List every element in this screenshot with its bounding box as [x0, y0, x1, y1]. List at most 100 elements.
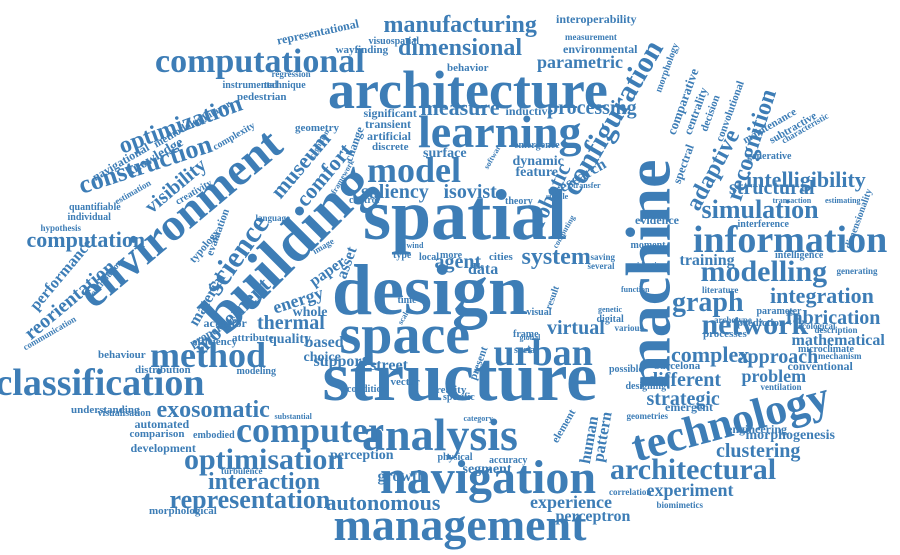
word-interaction: interaction: [208, 469, 320, 495]
word-language: language: [255, 212, 291, 223]
word-fabrication: fabrication: [786, 307, 881, 329]
word-condition: condition: [347, 384, 388, 395]
word-processes: processes: [703, 327, 747, 340]
word-visualisation: visualisation: [97, 408, 151, 419]
word-behaviour: behaviour: [98, 348, 146, 361]
word-modelling: modelling: [700, 255, 828, 288]
word-saliency: saliency: [361, 181, 429, 203]
word-geometries: geometries: [626, 410, 668, 421]
word-simple: simple: [546, 192, 569, 201]
word-microclimate: microclimate: [798, 344, 854, 355]
word-evidence: evidence: [635, 213, 679, 227]
word-computational: computational: [155, 43, 365, 80]
word-actuator: actuator: [203, 316, 247, 330]
word-approach: approach: [737, 346, 819, 368]
word-whole: whole: [292, 305, 328, 320]
word-embodied: embodied: [193, 430, 235, 441]
word-literature: literature: [702, 284, 739, 295]
word-vector: vector: [390, 375, 420, 388]
word-system: system: [521, 244, 591, 270]
word-information: information: [693, 219, 888, 261]
word-computer: computer: [236, 410, 384, 450]
word-cities: cities: [489, 250, 513, 263]
word-archetype: archetype: [714, 314, 752, 325]
word-based: based: [304, 334, 344, 351]
word-wayfinding: wayfinding: [335, 43, 389, 56]
word-estimating: estimating: [825, 196, 861, 205]
word-urban: urban: [493, 332, 593, 374]
word-interoperability: interoperability: [556, 12, 637, 26]
word-perception: perception: [330, 448, 394, 463]
word-ecological: ecological: [798, 320, 836, 331]
word-regression: regression: [271, 68, 311, 79]
word-pedestrian: pedestrian: [237, 90, 287, 103]
word-attribute: attribute: [232, 331, 274, 344]
word-choice: choice: [303, 350, 341, 365]
word-method: method: [150, 335, 266, 375]
word-description: description: [814, 324, 858, 335]
word-segment: segment: [462, 462, 512, 477]
word-individual: individual: [67, 212, 111, 223]
word-representation: representation: [169, 485, 331, 514]
word-wind: wind: [406, 241, 424, 250]
word-morphogenesis: morphogenesis: [745, 428, 835, 443]
word-change: change: [341, 124, 367, 164]
word-experience: experience: [530, 492, 612, 512]
word-intelligence: intelligence: [775, 250, 824, 261]
word-isovist: isovist: [443, 181, 497, 203]
word-substantial: substantial: [274, 412, 312, 421]
word-transient: transient: [365, 117, 411, 131]
word-biomimetics: biomimetics: [656, 499, 704, 510]
word-emergence: emergence: [514, 140, 560, 151]
word-growth: growth: [377, 468, 427, 485]
word-theory: theory: [505, 196, 533, 207]
word-support: support: [313, 353, 367, 370]
word-discrete: discrete: [372, 140, 409, 153]
word-artificial: artificial: [367, 129, 411, 143]
word-navigation: navigation: [380, 451, 597, 504]
word-type: type: [393, 250, 412, 261]
word-several: several: [587, 260, 615, 271]
word-agent: agent: [434, 251, 482, 273]
word-morphological: morphological: [149, 504, 217, 517]
word-automated: automated: [134, 417, 190, 431]
word-interference: interference: [737, 219, 789, 230]
word-local: local: [419, 252, 439, 263]
word-experiment: experiment: [646, 480, 734, 500]
word-more: more: [440, 250, 463, 261]
word-development: development: [130, 441, 196, 455]
word-dynamic: dynamic: [512, 154, 564, 169]
word-modeling: modeling: [236, 366, 276, 377]
word-virtual: virtual: [547, 317, 605, 339]
word-digital: digital: [596, 314, 624, 325]
word-classification: classification: [0, 362, 205, 404]
word-environmental: environmental: [563, 42, 638, 56]
word-management: management: [333, 499, 587, 550]
word-genetic: genetic: [598, 305, 622, 314]
word-engineering: engineering: [727, 422, 787, 436]
word-possible: possible: [609, 364, 643, 375]
word-conventional: conventional: [787, 359, 853, 373]
word-learning: learning: [418, 106, 582, 157]
word-architectural: architectural: [610, 453, 777, 486]
word-reality: reality: [436, 383, 467, 396]
word-social: social: [514, 345, 538, 356]
word-visuospatial: visuospatial: [368, 36, 420, 47]
word-significant: significant: [363, 106, 417, 120]
word-mechanism: mechanism: [818, 350, 862, 361]
word-simulation: simulation: [701, 195, 819, 224]
word-designing: designing: [625, 381, 667, 392]
word-visual: visual: [526, 307, 552, 318]
word-time: time: [397, 295, 417, 306]
word-training: training: [679, 252, 735, 269]
word-measure: measure: [420, 95, 500, 120]
word-prediction: prediction: [737, 316, 786, 329]
word-emergent: emergent: [665, 400, 713, 414]
word-hypothesis: hypothesis: [40, 222, 82, 233]
word-perceptron: perceptron: [555, 508, 631, 525]
word-various: various: [614, 322, 644, 333]
word-architecture: architecture: [328, 60, 608, 120]
word-different: different: [647, 369, 722, 391]
word-mathematical: mathematical: [791, 332, 885, 349]
